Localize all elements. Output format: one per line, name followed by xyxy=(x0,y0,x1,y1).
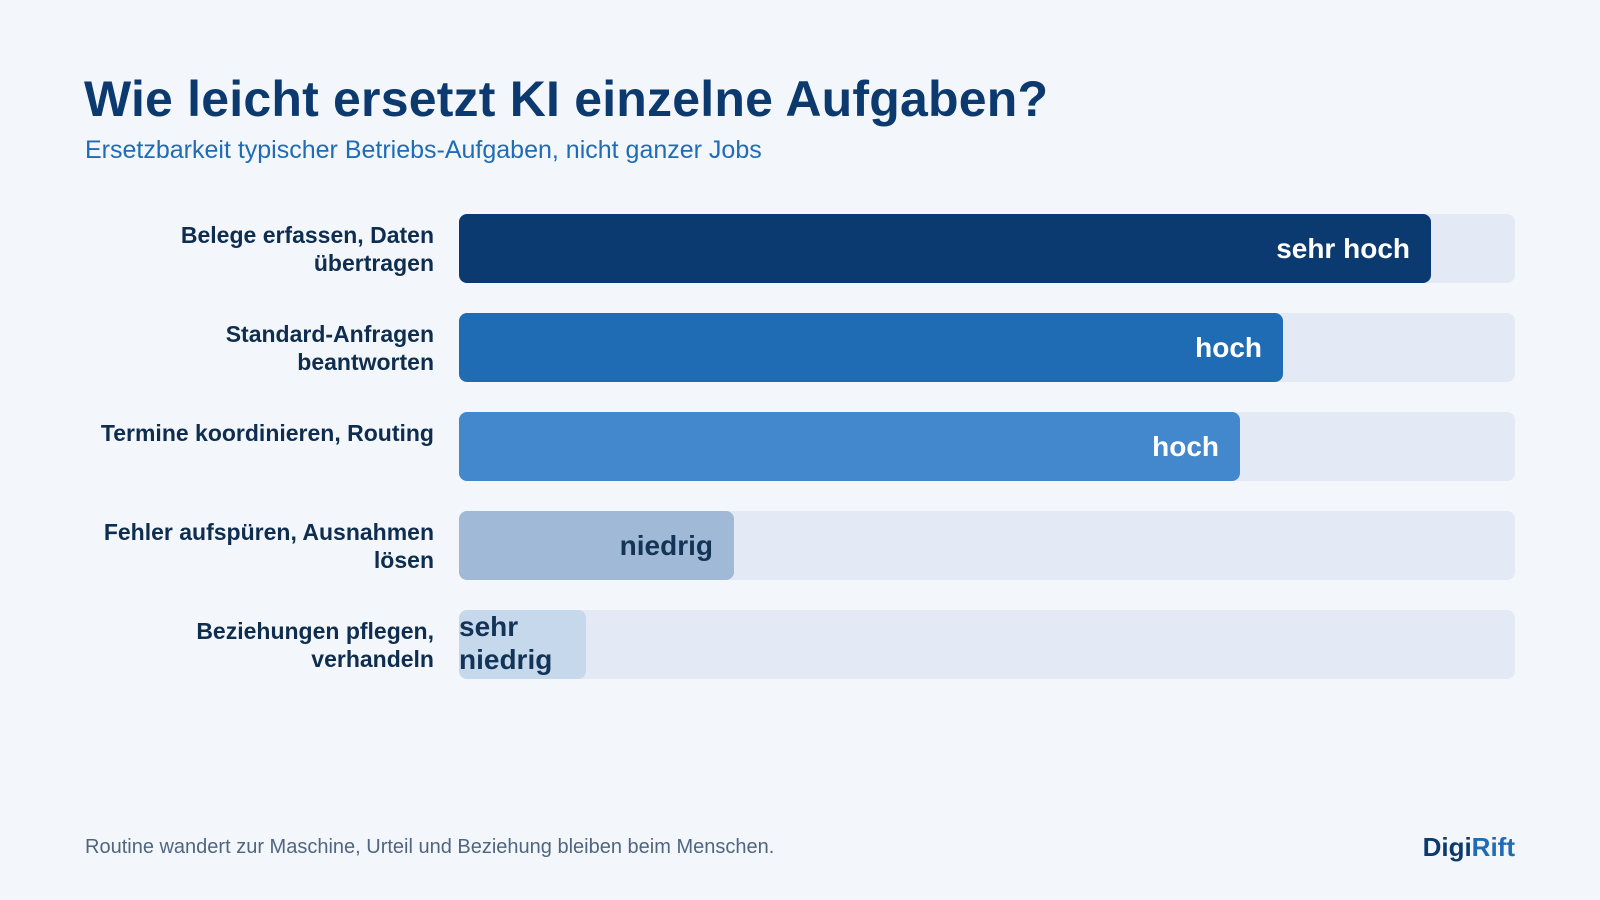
value-label: hoch xyxy=(1195,332,1262,363)
brand-logo: DigiRift xyxy=(1423,832,1515,863)
value-label: hoch xyxy=(1152,431,1219,462)
footer-note: Routine wandert zur Maschine, Urteil und… xyxy=(85,836,775,858)
brand-logo-part-1: Digi xyxy=(1422,832,1472,862)
bar-track xyxy=(459,610,1515,679)
value-label: niedrig xyxy=(619,530,713,561)
brand-logo-part-2: Rift xyxy=(1471,832,1515,862)
category-label: Termine koordinieren, Routing xyxy=(100,419,434,446)
chart-title: Wie leicht ersetzt KI einzelne Aufgaben? xyxy=(84,71,1049,127)
bar xyxy=(459,412,1240,481)
bar xyxy=(459,610,586,679)
bar xyxy=(459,511,734,580)
chart-subtitle: Ersetzbarkeit typischer Betriebs-Aufgabe… xyxy=(85,136,762,164)
category-label: Beziehungen pflegen, verhandeln xyxy=(196,617,434,672)
bar xyxy=(459,313,1283,382)
value-label: sehr niedrig xyxy=(459,611,553,675)
category-label: Standard-Anfragen beantworten xyxy=(225,320,434,375)
category-label: Belege erfassen, Daten übertragen xyxy=(180,221,434,276)
bar xyxy=(459,214,1431,283)
category-label: Fehler aufspüren, Ausnahmen lösen xyxy=(103,518,434,573)
value-label: sehr hoch xyxy=(1276,233,1410,264)
